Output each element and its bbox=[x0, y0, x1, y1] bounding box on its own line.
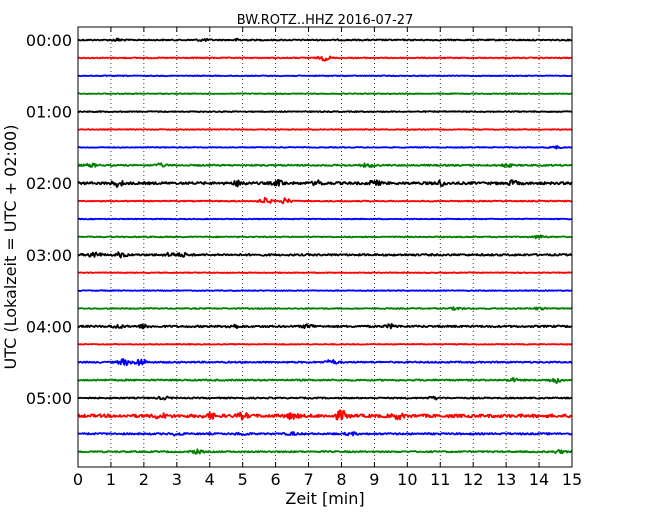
x-tick-label: 1 bbox=[106, 470, 116, 489]
seismic-trace bbox=[77, 128, 573, 131]
seismic-trace bbox=[77, 196, 573, 205]
y-tick-label: 01:00 bbox=[26, 103, 72, 122]
x-tick-label: 12 bbox=[463, 470, 483, 489]
x-tick-label: 3 bbox=[172, 470, 182, 489]
seismic-trace bbox=[77, 431, 573, 437]
vertical-grid bbox=[110, 27, 540, 467]
seismic-trace bbox=[77, 377, 573, 384]
x-tick-label: 10 bbox=[397, 470, 417, 489]
seismic-trace bbox=[77, 343, 573, 346]
x-tick-label: 6 bbox=[271, 470, 281, 489]
x-tick-label: 14 bbox=[529, 470, 549, 489]
seismic-trace bbox=[77, 74, 573, 78]
seismic-trace bbox=[77, 217, 573, 221]
x-axis-label: Zeit [min] bbox=[285, 489, 364, 508]
plot-frame bbox=[77, 26, 573, 468]
seismic-trace bbox=[77, 251, 573, 259]
x-tick-label: 0 bbox=[73, 470, 83, 489]
seismic-trace bbox=[77, 55, 573, 62]
y-axis-ticks: 00:00 01:00 02:00 03:00 04:00 05:00 bbox=[26, 31, 572, 408]
x-axis-ticks: 0 1 2 3 4 5 6 7 8 9 10 11 12 13 14 15 bbox=[73, 27, 582, 489]
x-tick-label: 8 bbox=[336, 470, 346, 489]
x-tick-label: 13 bbox=[496, 470, 516, 489]
seismic-trace bbox=[77, 110, 573, 113]
seismic-trace bbox=[77, 271, 573, 274]
x-tick-label: 15 bbox=[562, 470, 582, 489]
seismic-trace bbox=[77, 323, 573, 330]
y-tick-label: 00:00 bbox=[26, 31, 72, 50]
seismic-trace bbox=[77, 234, 573, 240]
x-tick-label: 2 bbox=[139, 470, 149, 489]
x-tick-label: 4 bbox=[205, 470, 215, 489]
seismic-trace bbox=[77, 92, 573, 95]
seismic-trace bbox=[77, 409, 573, 421]
y-tick-label: 02:00 bbox=[26, 174, 72, 193]
seismic-trace bbox=[77, 289, 573, 292]
seismic-trace bbox=[77, 178, 573, 188]
seismic-trace bbox=[77, 162, 573, 168]
x-tick-label: 5 bbox=[238, 470, 248, 489]
y-axis-label: UTC (Lokalzeit = UTC + 02:00) bbox=[1, 125, 20, 370]
y-tick-label: 05:00 bbox=[26, 389, 72, 408]
seismic-trace bbox=[77, 395, 573, 401]
trace-group bbox=[77, 37, 573, 455]
seismic-trace bbox=[77, 306, 573, 311]
chart-title: BW.ROTZ..HHZ 2016-07-27 bbox=[237, 13, 413, 28]
seismic-trace bbox=[77, 448, 573, 455]
x-tick-label: 7 bbox=[303, 470, 313, 489]
y-tick-label: 04:00 bbox=[26, 317, 72, 336]
seismic-trace bbox=[77, 37, 573, 42]
y-tick-label: 03:00 bbox=[26, 246, 72, 265]
x-tick-label: 11 bbox=[430, 470, 450, 489]
seismic-trace bbox=[77, 357, 573, 367]
x-tick-label: 9 bbox=[369, 470, 379, 489]
seismic-trace bbox=[77, 145, 573, 150]
